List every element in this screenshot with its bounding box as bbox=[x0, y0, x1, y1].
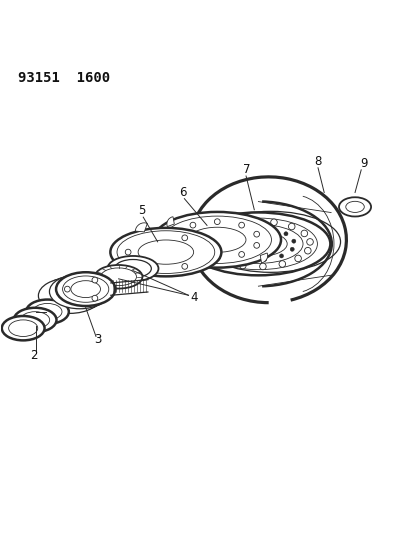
Circle shape bbox=[290, 247, 294, 252]
Wedge shape bbox=[166, 217, 174, 227]
Circle shape bbox=[253, 231, 259, 237]
Ellipse shape bbox=[186, 213, 330, 276]
Circle shape bbox=[279, 254, 283, 258]
Text: 3: 3 bbox=[94, 333, 101, 345]
Circle shape bbox=[253, 243, 259, 248]
Ellipse shape bbox=[153, 212, 280, 268]
Ellipse shape bbox=[338, 197, 370, 216]
Circle shape bbox=[221, 258, 228, 264]
Circle shape bbox=[214, 219, 220, 224]
Circle shape bbox=[221, 245, 225, 249]
Text: 5: 5 bbox=[138, 204, 145, 217]
Circle shape bbox=[214, 255, 220, 261]
Circle shape bbox=[125, 249, 131, 255]
Circle shape bbox=[233, 230, 237, 234]
Circle shape bbox=[304, 247, 310, 254]
Wedge shape bbox=[260, 253, 267, 263]
Circle shape bbox=[270, 219, 277, 225]
Circle shape bbox=[215, 226, 221, 232]
Circle shape bbox=[190, 222, 195, 228]
Text: 6: 6 bbox=[178, 186, 186, 199]
Ellipse shape bbox=[38, 278, 101, 313]
Ellipse shape bbox=[56, 272, 115, 306]
Circle shape bbox=[190, 252, 195, 257]
Circle shape bbox=[181, 235, 187, 241]
Circle shape bbox=[249, 227, 254, 230]
Circle shape bbox=[262, 257, 266, 261]
Circle shape bbox=[306, 239, 313, 245]
Ellipse shape bbox=[107, 256, 158, 281]
Circle shape bbox=[181, 263, 187, 269]
Circle shape bbox=[291, 239, 295, 243]
Circle shape bbox=[230, 221, 237, 227]
Text: 4: 4 bbox=[190, 292, 197, 304]
Circle shape bbox=[92, 295, 97, 301]
Ellipse shape bbox=[14, 308, 56, 332]
Circle shape bbox=[239, 262, 245, 269]
Circle shape bbox=[250, 218, 256, 224]
Circle shape bbox=[205, 234, 212, 240]
Circle shape bbox=[259, 263, 266, 270]
Ellipse shape bbox=[26, 300, 69, 324]
Circle shape bbox=[228, 252, 233, 256]
Circle shape bbox=[268, 227, 272, 231]
Circle shape bbox=[175, 231, 180, 237]
Text: 7: 7 bbox=[242, 163, 250, 176]
Circle shape bbox=[222, 237, 226, 240]
Wedge shape bbox=[135, 223, 147, 232]
Circle shape bbox=[64, 286, 70, 292]
Circle shape bbox=[209, 251, 215, 257]
Circle shape bbox=[175, 243, 180, 248]
Circle shape bbox=[238, 222, 244, 228]
Circle shape bbox=[288, 223, 294, 230]
Circle shape bbox=[92, 277, 97, 283]
Text: 2: 2 bbox=[30, 349, 38, 362]
Ellipse shape bbox=[95, 265, 142, 288]
Circle shape bbox=[294, 255, 301, 262]
Circle shape bbox=[243, 256, 247, 261]
Text: 8: 8 bbox=[314, 155, 321, 167]
Circle shape bbox=[300, 230, 307, 237]
Circle shape bbox=[278, 261, 285, 267]
Circle shape bbox=[283, 232, 287, 236]
Text: 9: 9 bbox=[359, 157, 367, 170]
Circle shape bbox=[203, 243, 209, 249]
Ellipse shape bbox=[2, 316, 45, 341]
Ellipse shape bbox=[44, 276, 105, 311]
Ellipse shape bbox=[110, 228, 221, 277]
Ellipse shape bbox=[49, 274, 110, 309]
Circle shape bbox=[238, 252, 244, 257]
Text: 93151  1600: 93151 1600 bbox=[18, 71, 110, 85]
